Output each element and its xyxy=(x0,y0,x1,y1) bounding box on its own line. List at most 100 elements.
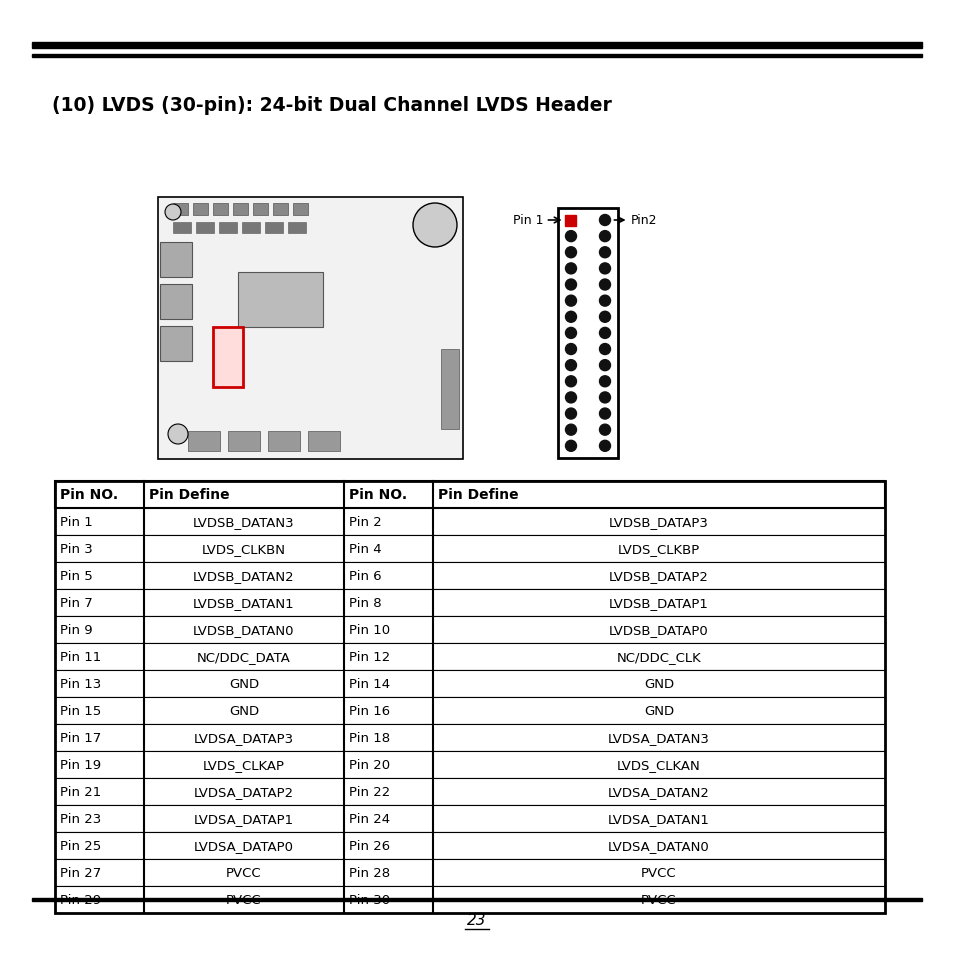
Text: Pin 7: Pin 7 xyxy=(60,597,92,609)
Bar xyxy=(193,204,208,215)
Bar xyxy=(55,832,884,859)
Bar xyxy=(160,327,192,361)
Text: Pin 14: Pin 14 xyxy=(349,678,390,690)
Text: LVDSA_DATAP3: LVDSA_DATAP3 xyxy=(193,731,294,744)
Text: Pin 25: Pin 25 xyxy=(60,840,101,852)
Bar xyxy=(158,198,462,459)
Text: LVDS_CLKBP: LVDS_CLKBP xyxy=(618,542,700,556)
Bar xyxy=(55,670,884,698)
Text: Pin 15: Pin 15 xyxy=(60,704,101,718)
Text: LVDSA_DATAN3: LVDSA_DATAN3 xyxy=(607,731,709,744)
Text: Pin 11: Pin 11 xyxy=(60,650,101,663)
Circle shape xyxy=(565,328,576,339)
Text: LVDSB_DATAP3: LVDSB_DATAP3 xyxy=(608,516,708,529)
Text: Pin 18: Pin 18 xyxy=(349,731,390,744)
Bar xyxy=(160,243,192,277)
Circle shape xyxy=(565,425,576,436)
Bar xyxy=(308,432,339,452)
Bar xyxy=(55,617,884,643)
Text: LVDSB_DATAN0: LVDSB_DATAN0 xyxy=(193,623,294,637)
Text: Pin 13: Pin 13 xyxy=(60,678,101,690)
Text: Pin 3: Pin 3 xyxy=(60,542,92,556)
Bar xyxy=(219,223,236,233)
Circle shape xyxy=(598,295,610,307)
Bar xyxy=(172,204,188,215)
Bar xyxy=(55,481,884,913)
Text: Pin 17: Pin 17 xyxy=(60,731,101,744)
Bar xyxy=(213,328,243,388)
Bar xyxy=(237,273,323,328)
Bar xyxy=(228,432,260,452)
Circle shape xyxy=(565,264,576,274)
Circle shape xyxy=(565,393,576,403)
Circle shape xyxy=(565,295,576,307)
Circle shape xyxy=(565,409,576,419)
Bar xyxy=(55,698,884,724)
Circle shape xyxy=(598,312,610,323)
Bar xyxy=(32,43,921,49)
Text: Pin NO.: Pin NO. xyxy=(60,488,118,502)
Circle shape xyxy=(565,441,576,452)
Circle shape xyxy=(598,264,610,274)
Bar xyxy=(172,223,191,233)
Circle shape xyxy=(598,215,610,226)
Text: LVDSA_DATAN1: LVDSA_DATAN1 xyxy=(607,812,709,825)
Bar xyxy=(55,562,884,589)
Bar xyxy=(273,204,288,215)
Circle shape xyxy=(598,425,610,436)
Bar xyxy=(55,886,884,913)
Text: GND: GND xyxy=(643,678,674,690)
Text: LVDSB_DATAP1: LVDSB_DATAP1 xyxy=(608,597,708,609)
Text: Pin Define: Pin Define xyxy=(437,488,518,502)
Text: LVDSB_DATAN2: LVDSB_DATAN2 xyxy=(193,569,294,582)
Circle shape xyxy=(598,232,610,242)
Circle shape xyxy=(413,204,456,248)
Circle shape xyxy=(165,205,181,221)
Text: LVDS_CLKAP: LVDS_CLKAP xyxy=(203,759,285,771)
Circle shape xyxy=(598,393,610,403)
Text: LVDSB_DATAN3: LVDSB_DATAN3 xyxy=(193,516,294,529)
Bar xyxy=(55,724,884,751)
Circle shape xyxy=(565,232,576,242)
Bar xyxy=(233,204,248,215)
Circle shape xyxy=(598,376,610,387)
Circle shape xyxy=(565,376,576,387)
Text: Pin 4: Pin 4 xyxy=(349,542,381,556)
Bar xyxy=(195,223,213,233)
Text: GND: GND xyxy=(643,704,674,718)
Text: Pin 5: Pin 5 xyxy=(60,569,92,582)
Bar xyxy=(32,55,921,58)
Text: NC/DDC_CLK: NC/DDC_CLK xyxy=(616,650,700,663)
Bar xyxy=(55,536,884,562)
Text: Pin 26: Pin 26 xyxy=(349,840,390,852)
Bar xyxy=(160,285,192,319)
Bar xyxy=(55,859,884,886)
Bar xyxy=(213,204,228,215)
Text: LVDS_CLKAN: LVDS_CLKAN xyxy=(617,759,700,771)
Bar xyxy=(293,204,308,215)
Text: Pin 1: Pin 1 xyxy=(60,516,92,529)
Text: Pin 19: Pin 19 xyxy=(60,759,101,771)
Bar xyxy=(268,432,299,452)
Text: LVDSB_DATAP2: LVDSB_DATAP2 xyxy=(608,569,708,582)
Text: Pin 30: Pin 30 xyxy=(349,893,390,906)
Text: PVCC: PVCC xyxy=(226,866,261,879)
Text: LVDSA_DATAP2: LVDSA_DATAP2 xyxy=(193,785,294,799)
Text: PVCC: PVCC xyxy=(640,866,676,879)
Text: Pin 28: Pin 28 xyxy=(349,866,390,879)
Text: (10) LVDS (30-pin): 24-bit Dual Channel LVDS Header: (10) LVDS (30-pin): 24-bit Dual Channel … xyxy=(52,96,611,115)
Circle shape xyxy=(598,344,610,355)
Bar xyxy=(440,350,458,430)
Text: Pin 6: Pin 6 xyxy=(349,569,381,582)
Circle shape xyxy=(598,328,610,339)
Bar xyxy=(55,589,884,617)
Text: LVDSB_DATAP0: LVDSB_DATAP0 xyxy=(608,623,708,637)
Text: Pin 22: Pin 22 xyxy=(349,785,390,799)
Bar xyxy=(242,223,260,233)
Text: GND: GND xyxy=(229,678,259,690)
Text: Pin Define: Pin Define xyxy=(149,488,230,502)
Circle shape xyxy=(565,280,576,291)
Bar xyxy=(32,898,921,901)
Text: Pin 16: Pin 16 xyxy=(349,704,390,718)
Text: Pin 23: Pin 23 xyxy=(60,812,101,825)
